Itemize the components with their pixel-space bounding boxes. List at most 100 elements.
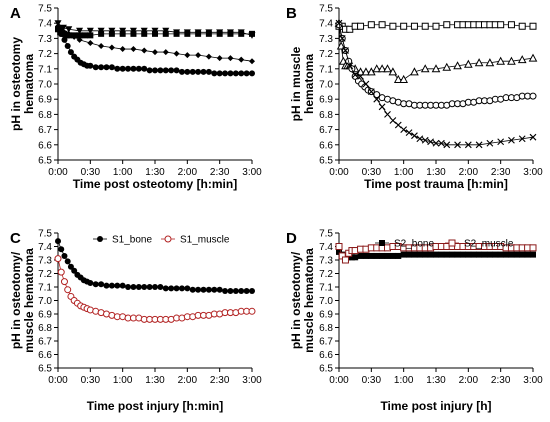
- legend-marker: [97, 236, 103, 242]
- data-point: [98, 43, 105, 49]
- y-tick-label: 6.6: [319, 140, 333, 151]
- y-tick-label: 7.5: [38, 4, 52, 15]
- data-point: [357, 73, 364, 80]
- data-point: [76, 36, 83, 43]
- y-tick-label: 7.4: [319, 19, 333, 30]
- y-tick-label: 6.8: [319, 110, 333, 121]
- y-tick-label: 7.5: [38, 229, 52, 240]
- data-point: [114, 282, 121, 289]
- data-point: [427, 251, 434, 258]
- data-point: [103, 282, 110, 289]
- data-point: [373, 95, 381, 103]
- series-s1-bone: [55, 238, 255, 295]
- y-tick-label: 7.1: [38, 283, 52, 294]
- series-s1-muscle: [54, 255, 256, 323]
- data-point: [341, 256, 349, 264]
- data-point: [529, 92, 537, 100]
- data-point: [227, 70, 234, 77]
- data-point: [338, 35, 346, 42]
- data-point: [411, 251, 418, 258]
- data-point: [368, 252, 375, 259]
- legend-marker: [164, 235, 172, 243]
- x-tick-label: 1:00: [113, 167, 133, 178]
- data-point: [130, 65, 137, 72]
- data-point: [152, 284, 158, 290]
- legend-marker: [379, 240, 385, 246]
- y-tick-label: 7.0: [319, 80, 333, 91]
- x-tick-label: 2:00: [459, 167, 479, 178]
- data-point: [476, 251, 483, 258]
- y-tick-label: 7.4: [38, 242, 52, 253]
- data-point: [129, 27, 137, 35]
- data-point: [400, 126, 408, 133]
- data-point: [67, 49, 74, 56]
- data-point: [248, 32, 256, 39]
- y-axis-label-line: pH in osteotomy/: [289, 251, 303, 349]
- y-tick-label: 7.1: [38, 64, 52, 75]
- data-point: [87, 279, 94, 286]
- data-point: [454, 251, 461, 258]
- y-tick-label: 7.0: [319, 296, 333, 307]
- data-point: [352, 254, 359, 261]
- data-point: [195, 68, 202, 75]
- data-point: [157, 67, 164, 74]
- data-point: [125, 284, 132, 290]
- x-tick-label: 0:00: [329, 375, 349, 386]
- series-4: [55, 24, 255, 77]
- data-point: [205, 29, 213, 36]
- data-point: [243, 70, 250, 77]
- data-point: [103, 64, 110, 71]
- data-point: [517, 55, 527, 64]
- data-point: [372, 64, 382, 73]
- data-point: [152, 67, 158, 74]
- data-point: [443, 251, 450, 258]
- data-point: [497, 251, 504, 258]
- data-point: [205, 53, 212, 60]
- data-point: [389, 22, 397, 30]
- data-point: [422, 251, 429, 258]
- y-tick-label: 7.3: [319, 256, 333, 267]
- data-point: [178, 68, 185, 75]
- data-point: [216, 70, 223, 77]
- data-point: [205, 68, 212, 75]
- series-line: [57, 25, 253, 62]
- data-point: [98, 64, 105, 71]
- data-point: [432, 22, 440, 30]
- data-point: [438, 139, 445, 147]
- y-tick-label: 6.6: [38, 350, 52, 361]
- data-point: [173, 67, 180, 74]
- data-point: [248, 307, 256, 315]
- data-point: [496, 56, 506, 65]
- data-point: [416, 135, 424, 143]
- x-tick-label: 1:30: [145, 375, 165, 386]
- data-point: [432, 139, 440, 147]
- data-point: [195, 52, 202, 59]
- data-point: [211, 70, 218, 77]
- series-4: [335, 19, 537, 149]
- data-point: [222, 70, 229, 77]
- data-point: [518, 22, 526, 30]
- data-point: [173, 50, 180, 57]
- data-point: [503, 251, 510, 258]
- legend-label: S2_muscle: [464, 239, 514, 250]
- data-point: [249, 70, 255, 77]
- data-point: [464, 141, 472, 149]
- data-point: [65, 26, 73, 33]
- data-point: [76, 32, 83, 39]
- data-point: [384, 111, 391, 118]
- data-point: [513, 251, 520, 258]
- y-tick-label: 6.8: [38, 323, 52, 334]
- panel-letter: C: [10, 230, 21, 247]
- data-point: [367, 88, 375, 95]
- data-point: [399, 74, 409, 83]
- data-point: [64, 258, 71, 265]
- data-point: [507, 21, 515, 29]
- data-point: [98, 281, 105, 288]
- y-tick-label: 7.3: [38, 256, 52, 267]
- data-point: [141, 47, 148, 54]
- data-point: [465, 251, 472, 258]
- data-point: [335, 19, 343, 27]
- data-point: [232, 288, 239, 295]
- legend-label: S1_muscle: [180, 235, 230, 246]
- data-point: [162, 67, 169, 74]
